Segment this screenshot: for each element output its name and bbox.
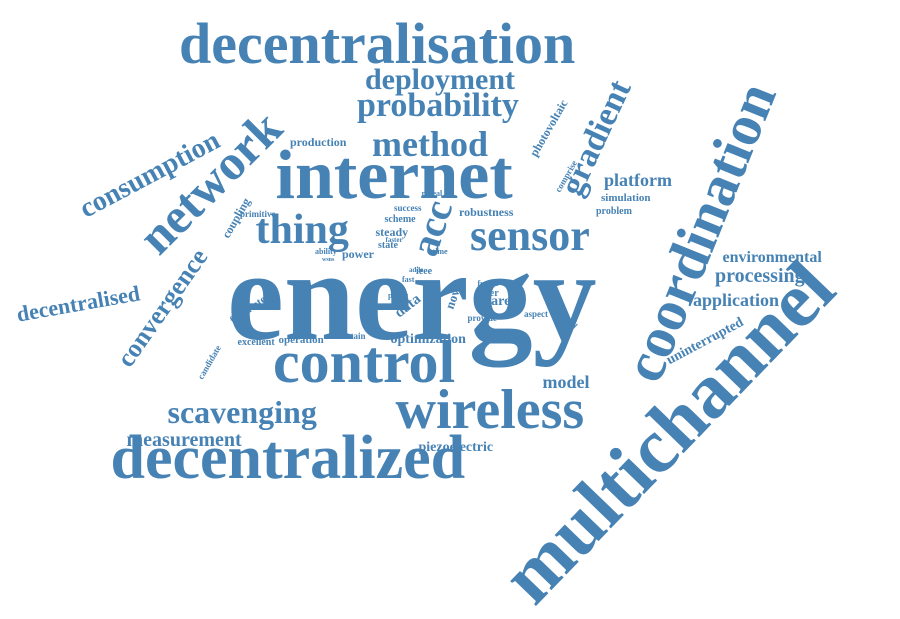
word-power: power (342, 247, 374, 261)
word-decentralised: decentralised (14, 280, 142, 327)
word-method: method (372, 124, 488, 164)
word-time: time (432, 247, 448, 256)
word-control: control (273, 329, 456, 395)
word-platform: platform (604, 170, 672, 190)
word-environmental: environmental (722, 249, 822, 266)
word-success: success (394, 202, 422, 213)
word-convergence: convergence (110, 243, 213, 373)
word-paper: paper (388, 291, 408, 300)
word-adde: adde (409, 265, 424, 274)
word-production: production (290, 135, 347, 149)
word-sustain: sustain (338, 330, 366, 341)
word-aspect: aspect (524, 308, 548, 319)
word-operation: operation (278, 333, 324, 346)
word-scheme: scheme (384, 214, 416, 225)
word-steady: steady (375, 225, 409, 239)
word-problem: problem (596, 206, 632, 217)
word-processing: processing (715, 265, 805, 287)
word-wsns: wsns (322, 257, 335, 263)
word-faster: faster (385, 235, 403, 244)
word-simulation: simulation (601, 191, 651, 204)
word-aware: aware (474, 294, 511, 309)
word-ieee: ieee (416, 266, 433, 277)
word-future: future (477, 279, 499, 288)
word-scavenging: scavenging (167, 394, 317, 430)
word-probability: probability (357, 87, 519, 124)
word-optimization: optimization (390, 332, 466, 347)
word-decentralisation: decentralisation (179, 11, 576, 76)
word-piezoelectric: piezoelectric (418, 440, 494, 455)
word-layer: layer (477, 288, 499, 299)
word-wireless: wireless (395, 379, 585, 441)
word-ability: ability (315, 247, 337, 256)
word-provide: provide (467, 312, 497, 323)
word-decentralized: decentralized (110, 424, 466, 492)
word-measurement: measurement (126, 429, 242, 451)
word-photovoltaic: photovoltaic (526, 97, 571, 159)
word-fast: fast (402, 275, 415, 284)
word-energy: energy (227, 225, 597, 367)
word-model: model (542, 372, 590, 392)
word-excellent: excellent (237, 337, 275, 348)
word-candidate: candidate (195, 343, 224, 381)
word-thing: thing (255, 207, 349, 253)
word-primitive: primitive (240, 208, 276, 219)
word-internet: internet (275, 137, 513, 214)
word-deployment: deployment (365, 63, 515, 96)
word-state: state (378, 240, 398, 251)
word-robustness: robustness (459, 205, 514, 219)
word-application: application (693, 290, 780, 310)
word-sensor: sensor (470, 211, 590, 260)
word-reveal: reveal (421, 189, 443, 198)
